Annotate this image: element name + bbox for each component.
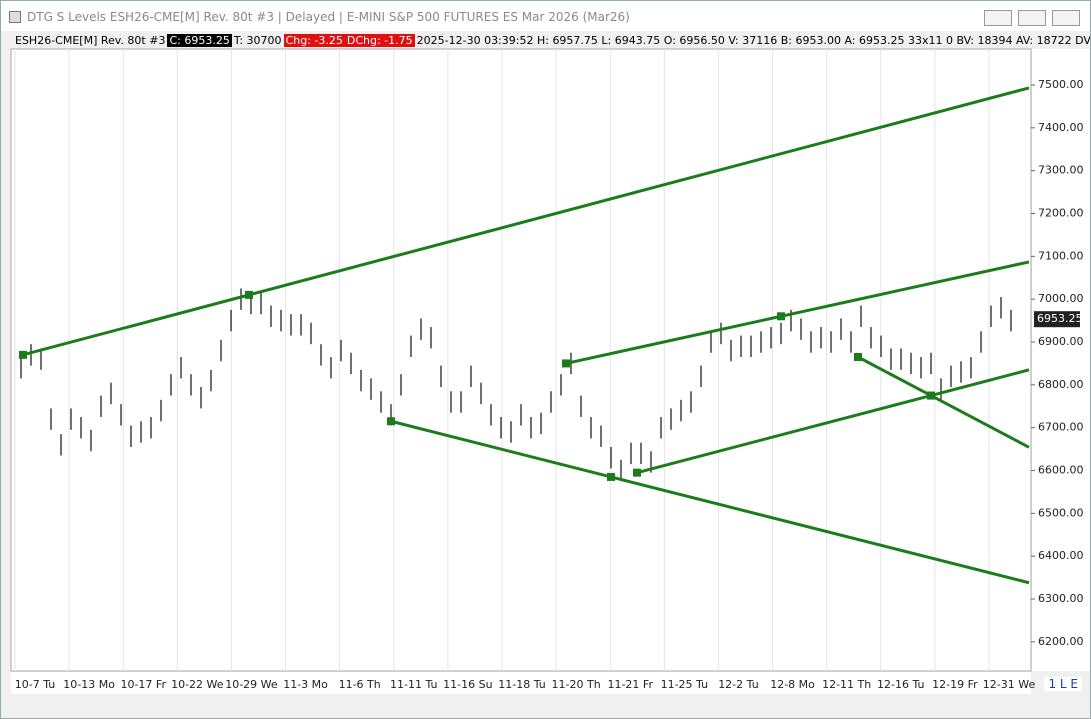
y-tick-label: 7100.00 xyxy=(1038,249,1084,262)
ticks-field: T: 30700 xyxy=(233,34,282,47)
y-tick-label: 7500.00 xyxy=(1038,78,1084,91)
trendline-extension xyxy=(930,368,1030,398)
trendline-extension xyxy=(930,394,1030,449)
trendline-handle xyxy=(387,417,395,426)
trendline xyxy=(565,314,782,365)
y-tick-label: 6300.00 xyxy=(1038,592,1084,605)
x-tick-label: 11-20 Th xyxy=(552,678,601,691)
y-tick-label: 7300.00 xyxy=(1038,164,1084,177)
trendline xyxy=(857,355,932,397)
x-tick-label: 11-16 Su xyxy=(443,678,492,691)
trendline-handle xyxy=(854,353,862,362)
quote-details: 2025-12-30 03:39:52 H: 6957.75 L: 6943.7… xyxy=(416,34,1091,47)
close-field: C: 6953.25 xyxy=(167,34,232,47)
trendline-handle xyxy=(245,290,253,299)
last-price-label: 6953.25 xyxy=(1037,312,1083,325)
x-tick-label: 10-29 We xyxy=(225,678,278,691)
y-tick-label: 7400.00 xyxy=(1038,121,1084,134)
x-axis-area xyxy=(11,672,1031,694)
trendline-handle xyxy=(19,350,27,359)
y-tick-label: 6200.00 xyxy=(1038,635,1084,648)
y-axis-area xyxy=(1032,49,1090,671)
x-tick-label: 12-11 Th xyxy=(822,678,871,691)
x-tick-label: 10-22 We xyxy=(171,678,224,691)
trendline-extension xyxy=(780,260,1030,318)
trendline-handle xyxy=(633,468,641,477)
x-tick-label: 11-3 Mo xyxy=(283,678,328,691)
plot-area xyxy=(10,48,1032,672)
y-tick-label: 6800.00 xyxy=(1038,378,1084,391)
y-tick-label: 6900.00 xyxy=(1038,335,1084,348)
x-tick-label: 11-21 Fr xyxy=(607,678,653,691)
x-tick-label: 12-2 Tu xyxy=(718,678,758,691)
x-tick-label: 10-13 Mo xyxy=(63,678,115,691)
y-tick-label: 6500.00 xyxy=(1038,506,1084,519)
status-indicator[interactable]: 1 L E xyxy=(1044,677,1082,691)
change-field: Chg: -3.25 xyxy=(283,34,345,47)
y-tick-label: 7000.00 xyxy=(1038,292,1084,305)
trendline-handle xyxy=(927,391,935,400)
x-tick-label: 11-25 Tu xyxy=(661,678,708,691)
trendline xyxy=(636,394,932,475)
trendline-extension xyxy=(248,86,1030,297)
y-tick-label: 7200.00 xyxy=(1038,206,1084,219)
symbol: ESH26-CME[M] Rev. 80t #3 xyxy=(15,34,166,47)
window-title: DTG S Levels ESH26-CME[M] Rev. 80t #3 | … xyxy=(27,10,630,24)
title-bar: DTG S Levels ESH26-CME[M] Rev. 80t #3 | … xyxy=(1,1,1090,31)
minimize-button[interactable] xyxy=(984,10,1012,26)
x-tick-label: 11-11 Tu xyxy=(390,678,437,691)
maximize-button[interactable] xyxy=(1018,10,1046,26)
trendline-extension xyxy=(610,475,1030,585)
trendline-handle xyxy=(777,312,785,321)
trendline xyxy=(22,293,250,357)
x-tick-label: 10-7 Tu xyxy=(15,678,55,691)
x-tick-label: 10-17 Fr xyxy=(120,678,166,691)
x-tick-label: 12-8 Mo xyxy=(770,678,815,691)
x-tick-label: 12-19 Fr xyxy=(932,678,978,691)
quote-header: ESH26-CME[M] Rev. 80t #3 C: 6953.25 T: 307… xyxy=(13,33,1091,49)
x-tick-label: 11-6 Th xyxy=(339,678,381,691)
window-icon xyxy=(9,11,21,23)
y-tick-label: 6400.00 xyxy=(1038,549,1084,562)
x-tick-label: 11-18 Tu xyxy=(498,678,545,691)
close-button[interactable] xyxy=(1052,10,1080,26)
last-price-tag xyxy=(1034,311,1080,328)
dchange-field: DChg: -1.75 xyxy=(344,34,415,47)
x-tick-label: 12-16 Tu xyxy=(877,678,924,691)
y-tick-label: 6600.00 xyxy=(1038,464,1084,477)
x-tick-label: 12-31 We xyxy=(983,678,1036,691)
trendline-handle xyxy=(607,472,615,481)
y-tick-label: 6700.00 xyxy=(1038,421,1084,434)
trendline-handle xyxy=(562,359,570,368)
trendline xyxy=(390,419,612,479)
